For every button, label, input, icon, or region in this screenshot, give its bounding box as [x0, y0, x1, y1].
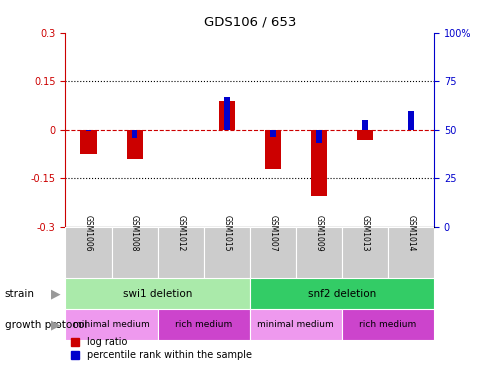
Text: growth protocol: growth protocol — [5, 320, 87, 330]
Text: GSM1006: GSM1006 — [84, 215, 93, 251]
Bar — [65, 278, 249, 309]
Text: ▶: ▶ — [51, 318, 60, 331]
Bar — [65, 309, 157, 340]
Bar — [264, 130, 280, 169]
Bar — [356, 130, 372, 139]
Bar — [157, 309, 249, 340]
Bar — [295, 227, 341, 278]
Legend: log ratio, percentile rank within the sample: log ratio, percentile rank within the sa… — [70, 336, 252, 361]
Text: ▶: ▶ — [51, 287, 60, 300]
Bar — [316, 130, 321, 142]
Bar — [132, 130, 137, 138]
Bar — [249, 227, 295, 278]
Bar — [157, 227, 203, 278]
Text: GSM1013: GSM1013 — [360, 215, 369, 251]
Bar — [249, 309, 341, 340]
Bar — [86, 130, 91, 131]
Bar — [362, 120, 367, 130]
Text: strain: strain — [5, 289, 35, 299]
Text: GSM1008: GSM1008 — [130, 215, 139, 251]
Text: swi1 deletion: swi1 deletion — [122, 289, 192, 299]
Bar — [111, 227, 157, 278]
Bar — [408, 111, 413, 130]
Bar — [249, 278, 433, 309]
Bar — [270, 130, 275, 137]
Bar — [310, 130, 326, 196]
Bar — [387, 227, 433, 278]
Text: minimal medium: minimal medium — [73, 320, 150, 329]
Bar — [218, 101, 234, 130]
Text: rich medium: rich medium — [359, 320, 416, 329]
Text: snf2 deletion: snf2 deletion — [307, 289, 375, 299]
Bar — [224, 97, 229, 130]
Text: minimal medium: minimal medium — [257, 320, 333, 329]
Text: GSM1007: GSM1007 — [268, 215, 277, 251]
Bar — [80, 130, 96, 154]
Bar — [203, 227, 249, 278]
Text: GSM1009: GSM1009 — [314, 215, 323, 251]
Bar — [65, 227, 111, 278]
Title: GDS106 / 653: GDS106 / 653 — [203, 16, 295, 29]
Text: GSM1014: GSM1014 — [406, 215, 415, 251]
Text: GSM1012: GSM1012 — [176, 215, 185, 251]
Bar — [126, 130, 142, 159]
Text: GSM1015: GSM1015 — [222, 215, 231, 251]
Bar — [341, 227, 387, 278]
Text: rich medium: rich medium — [175, 320, 232, 329]
Bar — [341, 309, 433, 340]
